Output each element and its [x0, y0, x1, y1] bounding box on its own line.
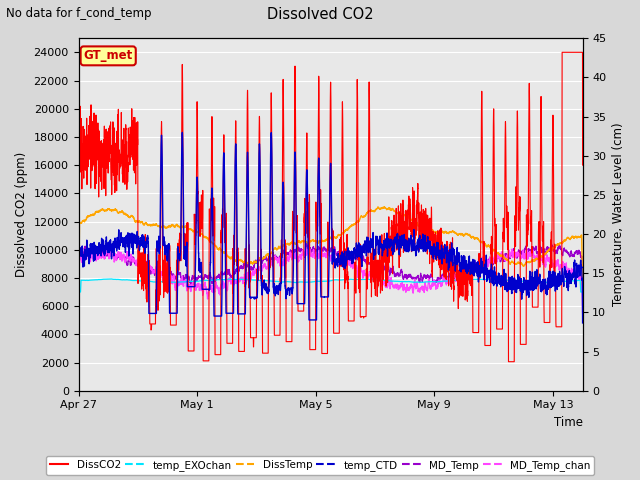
Y-axis label: Dissolved CO2 (ppm): Dissolved CO2 (ppm) — [15, 152, 28, 277]
Legend: DissCO2, temp_EXOchan, DissTemp, temp_CTD, MD_Temp, MD_Temp_chan: DissCO2, temp_EXOchan, DissTemp, temp_CT… — [45, 456, 595, 475]
Text: Dissolved CO2: Dissolved CO2 — [267, 7, 373, 22]
Y-axis label: Temperature, Water Level (cm): Temperature, Water Level (cm) — [612, 123, 625, 306]
X-axis label: Time: Time — [554, 416, 582, 429]
Text: No data for f_cond_temp: No data for f_cond_temp — [6, 7, 152, 20]
Text: GT_met: GT_met — [84, 49, 133, 62]
